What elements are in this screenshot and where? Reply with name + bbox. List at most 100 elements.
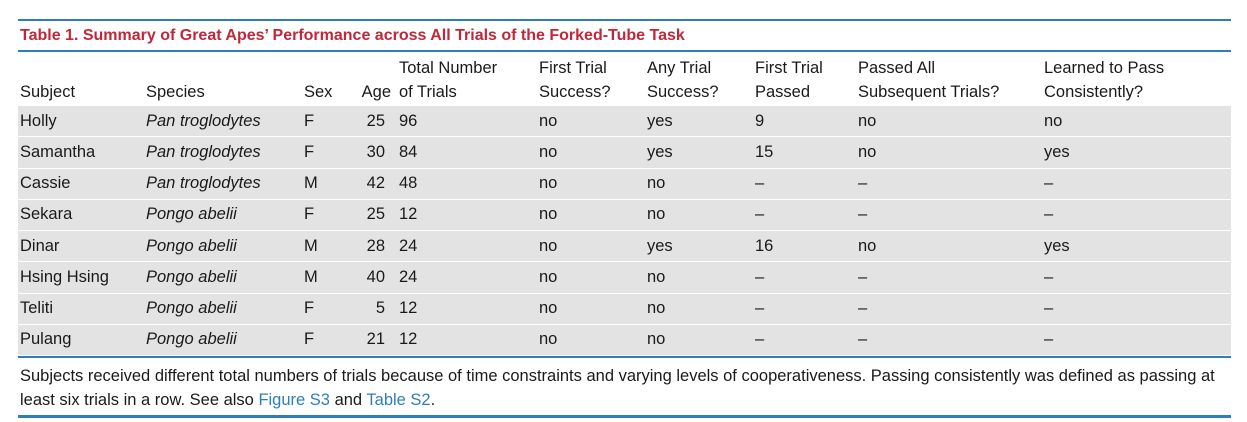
- header-line: Any Trial: [647, 59, 712, 77]
- cell-first-trial-passed: –: [755, 330, 765, 349]
- cell-age: 28: [366, 236, 385, 255]
- column-header-total-trials: Total Number of Trials: [397, 52, 537, 106]
- column-header-first-trial-success: First Trial Success?: [537, 52, 645, 106]
- cell-total-trials: 48: [399, 174, 418, 193]
- cell-subject: Hsing Hsing: [20, 267, 109, 286]
- cell-sex: M: [304, 236, 318, 255]
- column-header-sex: Sex: [302, 52, 344, 106]
- cell-first-trial-success: no: [539, 236, 558, 255]
- cell-passed-all-subsequent: no: [858, 236, 877, 255]
- cell-subject: Cassie: [20, 174, 71, 193]
- header-line: First Trial: [539, 59, 607, 77]
- cell-age: 5: [375, 299, 385, 318]
- cell-sex: M: [304, 267, 318, 286]
- data-table: Subject Species Sex Age Total Number of Trial…: [18, 52, 1231, 356]
- table-s2-link[interactable]: Table S2: [366, 391, 431, 409]
- cell-learned-consistently: yes: [1044, 236, 1070, 255]
- table-block: Table 1. Summary of Great Apes’ Performa…: [18, 19, 1231, 418]
- cell-total-trials: 12: [399, 330, 418, 349]
- cell-first-trial-success: no: [539, 330, 558, 349]
- cell-passed-all-subsequent: –: [858, 267, 868, 286]
- cell-species: Pongo abelii: [146, 267, 237, 286]
- cell-total-trials: 24: [399, 267, 418, 286]
- table-row: Cassie Pan troglodytes M 42 48 no no – – –: [18, 168, 1231, 200]
- cell-species: Pongo abelii: [146, 236, 237, 255]
- top-rule: [18, 19, 1231, 21]
- table-row: Sekara Pongo abelii F 25 12 no no – – –: [18, 199, 1231, 231]
- header-line: Sex: [304, 83, 333, 101]
- cell-learned-consistently: yes: [1044, 142, 1070, 161]
- cell-age: 25: [366, 205, 385, 224]
- table-row: Pulang Pongo abelii F 21 12 no no – – –: [18, 324, 1231, 356]
- cell-age: 42: [366, 174, 385, 193]
- header-line: Success?: [539, 83, 611, 101]
- cell-passed-all-subsequent: –: [858, 330, 868, 349]
- cell-subject: Samantha: [20, 142, 96, 161]
- table-body: Holly Pan troglodytes F 25 96 no yes 9 no no Saman…: [18, 106, 1231, 356]
- cell-first-trial-success: no: [539, 299, 558, 318]
- column-header-species: Species: [144, 52, 302, 106]
- footnote-text: .: [430, 391, 436, 409]
- bottom-rule: [18, 415, 1231, 418]
- cell-species: Pan troglodytes: [146, 142, 261, 161]
- cell-sex: F: [304, 299, 315, 318]
- header-line: Passed All: [858, 59, 936, 77]
- header-line: Learned to Pass: [1044, 59, 1165, 77]
- cell-passed-all-subsequent: no: [858, 142, 877, 161]
- cell-first-trial-passed: –: [755, 205, 765, 224]
- cell-total-trials: 84: [399, 142, 418, 161]
- cell-learned-consistently: –: [1044, 299, 1054, 318]
- cell-species: Pongo abelii: [146, 330, 237, 349]
- header-line: of Trials: [399, 83, 457, 101]
- footnote-text: and: [329, 391, 367, 409]
- cell-sex: F: [304, 205, 315, 224]
- cell-passed-all-subsequent: no: [858, 111, 877, 130]
- cell-any-trial-success: no: [647, 330, 666, 349]
- cell-first-trial-passed: –: [755, 267, 765, 286]
- cell-first-trial-passed: 16: [755, 236, 774, 255]
- cell-sex: F: [304, 111, 315, 130]
- cell-subject: Pulang: [20, 330, 72, 349]
- cell-sex: M: [304, 174, 318, 193]
- cell-first-trial-success: no: [539, 267, 558, 286]
- column-header-first-trial-passed: First Trial Passed: [753, 52, 856, 106]
- cell-first-trial-success: no: [539, 174, 558, 193]
- cell-subject: Teliti: [20, 299, 54, 318]
- cell-total-trials: 96: [399, 111, 418, 130]
- cell-total-trials: 12: [399, 299, 418, 318]
- header-line: Passed: [755, 83, 811, 101]
- cell-passed-all-subsequent: –: [858, 205, 868, 224]
- header-line: Success?: [647, 83, 719, 101]
- header-line: Subsequent Trials?: [858, 83, 1000, 101]
- cell-species: Pan troglodytes: [146, 111, 261, 130]
- header-line: Consistently?: [1044, 83, 1144, 101]
- cell-first-trial-success: no: [539, 205, 558, 224]
- cell-age: 25: [366, 111, 385, 130]
- cell-total-trials: 12: [399, 205, 418, 224]
- header-line: Species: [146, 83, 205, 101]
- cell-age: 40: [366, 267, 385, 286]
- cell-species: Pongo abelii: [146, 299, 237, 318]
- table-row: Teliti Pongo abelii F 5 12 no no – – –: [18, 293, 1231, 325]
- cell-first-trial-passed: –: [755, 299, 765, 318]
- table-header: Subject Species Sex Age Total Number of Trial…: [18, 52, 1231, 106]
- cell-species: Pan troglodytes: [146, 174, 261, 193]
- cell-species: Pongo abelii: [146, 205, 237, 224]
- cell-learned-consistently: –: [1044, 330, 1054, 349]
- table-row: Dinar Pongo abelii M 28 24 no yes 16 no yes: [18, 230, 1231, 262]
- cell-any-trial-success: yes: [647, 111, 673, 130]
- cell-any-trial-success: yes: [647, 236, 673, 255]
- header-line: First Trial: [755, 59, 823, 77]
- cell-passed-all-subsequent: –: [858, 174, 868, 193]
- column-header-learned-consistently: Learned to Pass Consistently?: [1042, 52, 1231, 106]
- cell-any-trial-success: no: [647, 205, 666, 224]
- cell-any-trial-success: no: [647, 174, 666, 193]
- cell-learned-consistently: –: [1044, 205, 1054, 224]
- figure-s3-link[interactable]: Figure S3: [258, 391, 330, 409]
- caption-rule: [18, 50, 1231, 52]
- table-caption: Table 1. Summary of Great Apes’ Performa…: [20, 27, 685, 44]
- header-line: Subject: [20, 83, 76, 101]
- cell-age: 30: [366, 142, 385, 161]
- cell-learned-consistently: –: [1044, 174, 1054, 193]
- cell-sex: F: [304, 142, 315, 161]
